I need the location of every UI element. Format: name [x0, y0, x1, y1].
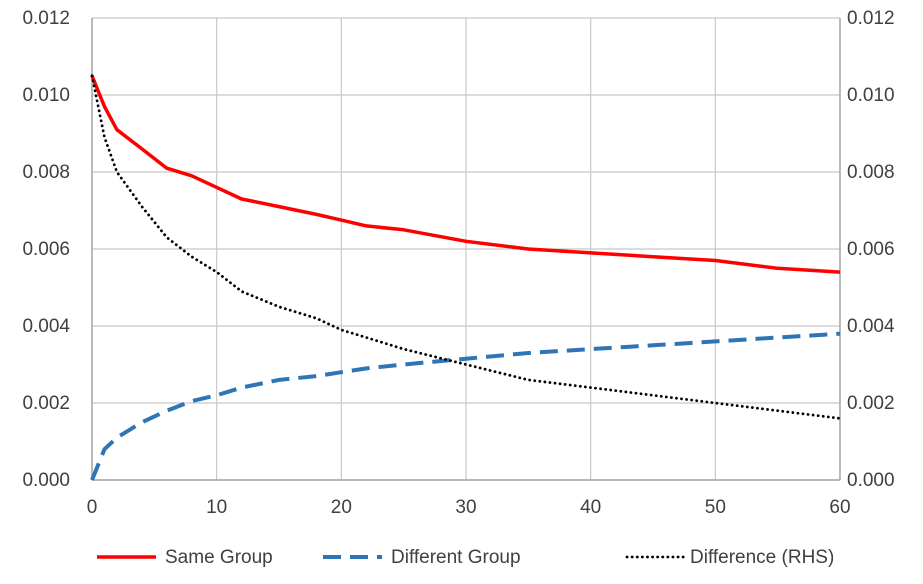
y-right-tick-label: 0.002 [847, 393, 895, 414]
y-left-tick-label: 0.002 [22, 393, 70, 414]
x-tick-label: 0 [87, 497, 98, 518]
series-line-different-group [90, 331, 841, 481]
y-right-tick-label: 0.012 [847, 8, 895, 29]
legend-item: Different Group [323, 547, 521, 568]
legend: Same Group Different Group Difference (RHS… [97, 547, 834, 568]
legend-item: Same Group [97, 547, 273, 568]
series-line-difference-rhs [90, 74, 842, 420]
y-right-tick-label: 0.000 [847, 470, 895, 491]
legend-label: Different Group [391, 547, 521, 568]
x-tick-label: 40 [580, 497, 601, 518]
y-right-tick-label: 0.010 [847, 85, 895, 106]
y-left-tick-label: 0.000 [22, 470, 70, 491]
y-left-tick-label: 0.012 [22, 8, 70, 29]
axes: 0.000 0.002 0.004 0.006 0.008 0.010 0.012 0.000… [22, 8, 895, 518]
x-tick-label: 50 [705, 497, 726, 518]
y-right-tick-label: 0.004 [847, 316, 895, 337]
y-left-tick-label: 0.008 [22, 162, 70, 183]
y-right-tick-label: 0.008 [847, 162, 895, 183]
y-left-tick-label: 0.004 [22, 316, 70, 337]
series [90, 74, 842, 481]
x-tick-label: 30 [455, 497, 476, 518]
grid [91, 17, 841, 481]
y-right-tick-label: 0.006 [847, 239, 895, 260]
x-tick-label: 60 [829, 497, 850, 518]
x-tick-label: 10 [206, 497, 227, 518]
x-tick-label: 20 [331, 497, 352, 518]
legend-item: Difference (RHS) [625, 547, 834, 568]
y-left-tick-label: 0.010 [22, 85, 70, 106]
legend-label: Same Group [165, 547, 273, 568]
series-line-same-group [90, 75, 841, 274]
y-left-tick-label: 0.006 [22, 239, 70, 260]
legend-label: Difference (RHS) [690, 547, 834, 568]
